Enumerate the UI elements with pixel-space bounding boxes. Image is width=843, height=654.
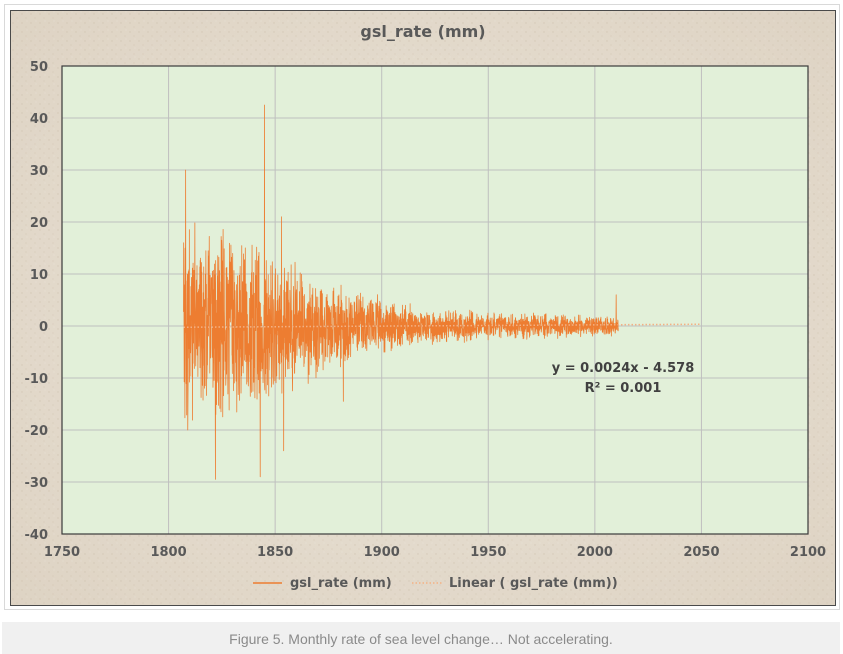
y-tick-label: 50 (30, 60, 48, 75)
trendline-equation: y = 0.0024x - 4.578 (552, 361, 695, 376)
x-tick-label: 1750 (44, 545, 80, 560)
trendline-linear (183, 323, 702, 328)
chart-frame: 1750 1800 1850 1900 1950 2000 2050 2100 50 40 30 20… (4, 4, 840, 610)
legend: gsl_rate (mm) Linear ( gsl_rate (mm)) (253, 576, 618, 591)
tick-labels: 1750 1800 1850 1900 1950 2000 2050 2100 50 40 30 20… (25, 60, 827, 560)
y-tick-label: -40 (25, 528, 49, 543)
series-line-gsl-rate (183, 104, 619, 480)
x-tick-label: 2100 (790, 545, 826, 560)
y-tick-label: -30 (25, 476, 49, 491)
y-tick-label: -20 (25, 424, 49, 439)
y-tick-label: 30 (30, 164, 48, 179)
chart-title: gsl_rate (mm) (360, 22, 485, 41)
figure-caption: Figure 5. Monthly rate of sea level chan… (229, 631, 613, 647)
y-tick-label: 0 (39, 320, 48, 335)
y-tick-label: -10 (25, 372, 49, 387)
x-tick-label: 2050 (683, 545, 719, 560)
x-tick-label: 1800 (150, 545, 186, 560)
trendline-r-squared: R² = 0.001 (585, 381, 662, 396)
x-tick-label: 2000 (577, 545, 613, 560)
y-tick-label: 40 (30, 112, 48, 127)
chart-svg: 1750 1800 1850 1900 1950 2000 2050 2100 50 40 30 20… (11, 11, 835, 605)
x-tick-label: 1900 (364, 545, 400, 560)
chart-area: 1750 1800 1850 1900 1950 2000 2050 2100 50 40 30 20… (10, 10, 836, 606)
y-tick-label: 10 (30, 268, 48, 283)
caption-bar: Figure 5. Monthly rate of sea level chan… (2, 622, 840, 654)
legend-label-gsl-rate: gsl_rate (mm) (290, 576, 392, 591)
x-tick-label: 1950 (470, 545, 506, 560)
plot-area (62, 66, 808, 534)
y-tick-label: 20 (30, 216, 48, 231)
x-tick-label: 1850 (257, 545, 293, 560)
plot-border (61, 65, 809, 535)
series-layer (183, 104, 702, 480)
legend-label-linear-trend: Linear ( gsl_rate (mm)) (449, 576, 618, 591)
